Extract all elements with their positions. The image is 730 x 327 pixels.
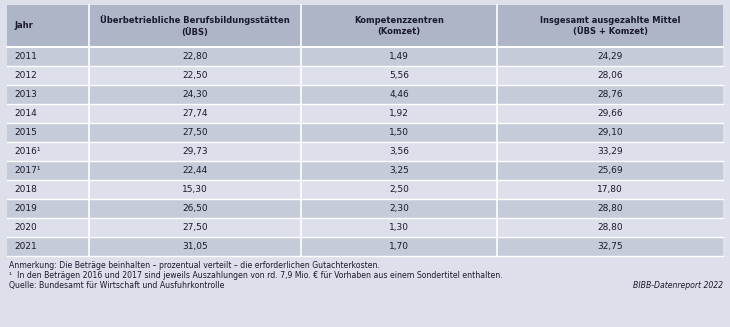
Bar [7,199,723,218]
Text: Anmerkung: Die Beträge beinhalten – prozentual verteilt – die erforderlichen Gut: Anmerkung: Die Beträge beinhalten – proz… [9,261,380,270]
Text: 26,50: 26,50 [182,204,208,213]
Text: 1,49: 1,49 [389,52,409,61]
Text: 22,44: 22,44 [182,166,207,175]
Text: 17,80: 17,80 [597,185,623,194]
Text: 2,30: 2,30 [389,204,409,213]
Bar [7,142,723,161]
Text: 3,56: 3,56 [389,147,409,156]
Text: 25,69: 25,69 [597,166,623,175]
Text: 28,80: 28,80 [597,223,623,232]
Text: 33,29: 33,29 [597,147,623,156]
Text: 24,29: 24,29 [598,52,623,61]
Text: Überbetriebliche Berufsbildungsstätten
(ÜBS): Überbetriebliche Berufsbildungsstätten (… [100,15,290,37]
Bar [7,123,723,142]
Text: 2015: 2015 [14,128,37,137]
Text: 27,50: 27,50 [182,128,208,137]
Text: 2,50: 2,50 [389,185,409,194]
Text: 3,25: 3,25 [389,166,409,175]
Text: 2019: 2019 [14,204,37,213]
Text: 27,50: 27,50 [182,223,208,232]
Text: 15,30: 15,30 [182,185,208,194]
Text: 1,50: 1,50 [389,128,409,137]
Text: 2021: 2021 [14,242,36,251]
Text: 2017¹: 2017¹ [14,166,40,175]
Text: 32,75: 32,75 [597,242,623,251]
Text: 1,70: 1,70 [389,242,409,251]
Text: 29,73: 29,73 [182,147,208,156]
Bar [7,5,723,47]
Bar [7,66,723,85]
Text: 29,66: 29,66 [597,109,623,118]
Bar [7,237,723,256]
Text: 2018: 2018 [14,185,37,194]
Text: 2020: 2020 [14,223,36,232]
Bar [7,180,723,199]
Text: 2016¹: 2016¹ [14,147,40,156]
Text: 29,10: 29,10 [597,128,623,137]
Text: 1,92: 1,92 [389,109,409,118]
Text: 24,30: 24,30 [182,90,208,99]
Text: 4,46: 4,46 [389,90,409,99]
Text: 22,80: 22,80 [182,52,208,61]
Bar [7,104,723,123]
Text: ¹  In den Beträgen 2016 und 2017 sind jeweils Auszahlungen von rd. 7,9 Mio. € fü: ¹ In den Beträgen 2016 und 2017 sind jew… [9,271,503,280]
Text: Jahr: Jahr [14,22,33,30]
Text: 28,80: 28,80 [597,204,623,213]
Text: 22,50: 22,50 [182,71,208,80]
Text: Insgesamt ausgezahlte Mittel
(ÜBS + Komzet): Insgesamt ausgezahlte Mittel (ÜBS + Komz… [540,16,680,36]
Bar [7,218,723,237]
Bar [7,161,723,180]
Text: 28,06: 28,06 [597,71,623,80]
Text: 2013: 2013 [14,90,37,99]
Text: 5,56: 5,56 [389,71,409,80]
Text: Kompetenzzentren
(Komzet): Kompetenzzentren (Komzet) [354,16,444,36]
Text: 28,76: 28,76 [597,90,623,99]
Text: 31,05: 31,05 [182,242,208,251]
Bar [7,85,723,104]
Text: 2011: 2011 [14,52,37,61]
Text: 1,30: 1,30 [389,223,409,232]
Bar [7,47,723,66]
Text: BIBB-Datenreport 2022: BIBB-Datenreport 2022 [633,281,723,290]
Text: Quelle: Bundesamt für Wirtschaft und Ausfuhrkontrolle: Quelle: Bundesamt für Wirtschaft und Aus… [9,281,224,290]
Text: 2014: 2014 [14,109,36,118]
Text: 27,74: 27,74 [182,109,208,118]
Text: 2012: 2012 [14,71,36,80]
